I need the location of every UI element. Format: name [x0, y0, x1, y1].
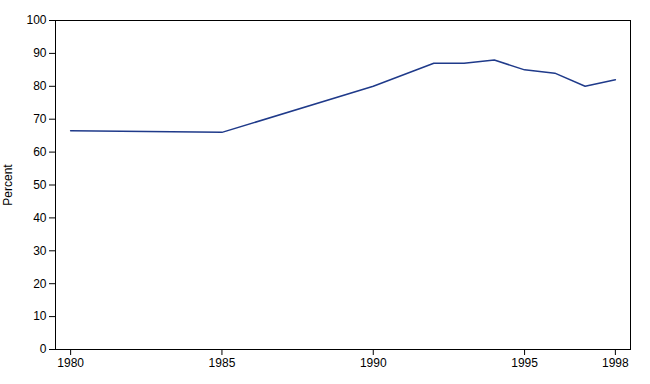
svg-text:Percent: Percent — [1, 164, 15, 206]
svg-text:70: 70 — [33, 112, 47, 126]
svg-text:90: 90 — [33, 46, 47, 60]
svg-text:50: 50 — [33, 178, 47, 192]
svg-text:1980: 1980 — [57, 356, 84, 370]
svg-text:20: 20 — [33, 277, 47, 291]
svg-text:0: 0 — [40, 342, 47, 356]
svg-text:40: 40 — [33, 211, 47, 225]
svg-text:10: 10 — [33, 309, 47, 323]
svg-text:1985: 1985 — [209, 356, 236, 370]
svg-text:1990: 1990 — [360, 356, 387, 370]
svg-text:30: 30 — [33, 244, 47, 258]
svg-text:60: 60 — [33, 145, 47, 159]
svg-text:100: 100 — [26, 13, 46, 27]
svg-text:1995: 1995 — [511, 356, 538, 370]
svg-text:1998: 1998 — [602, 356, 629, 370]
svg-text:80: 80 — [33, 79, 47, 93]
